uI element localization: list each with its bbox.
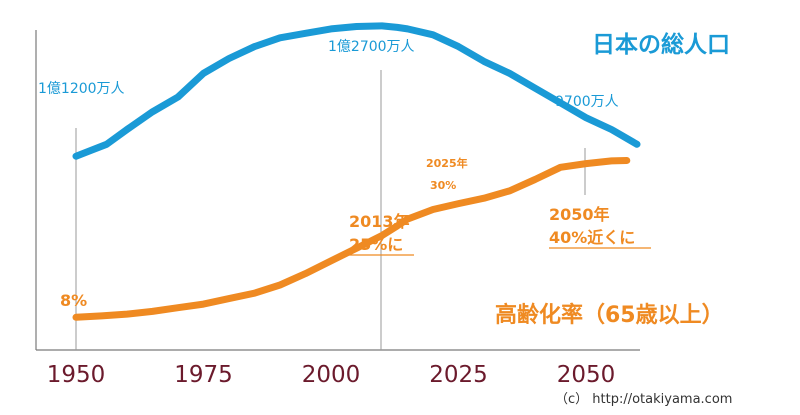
x-tick-label-1975: 1975 bbox=[174, 362, 233, 388]
age-label-2025-value: 30% bbox=[430, 179, 456, 192]
aging-rate-title: 高齢化率（65歳以上） bbox=[495, 302, 724, 328]
pop-label-1950: 1億1200万人 bbox=[38, 81, 125, 97]
age-label-2050-year: 2050年 bbox=[549, 205, 610, 224]
credit-text: （c） http://otakiyama.com bbox=[555, 392, 732, 407]
age-label-2050-value: 40%近くに bbox=[549, 228, 635, 247]
age-label-1950: 8% bbox=[60, 291, 87, 310]
population-title: 日本の総人口 bbox=[592, 31, 730, 58]
x-tick-labels: 1950 1975 2000 2025 2050 bbox=[47, 362, 616, 388]
x-tick-label-1950: 1950 bbox=[47, 362, 106, 388]
age-label-2025-year: 2025年 bbox=[426, 156, 468, 170]
series-line-population bbox=[72, 22, 641, 160]
age-label-2013-value: 25%に bbox=[349, 235, 403, 254]
age-label-2013-year: 2013年 bbox=[349, 212, 410, 231]
x-tick-label-2050: 2050 bbox=[557, 362, 616, 388]
series-line-aging-rate bbox=[72, 157, 631, 321]
x-tick-label-2025: 2025 bbox=[429, 362, 488, 388]
pop-label-2050: 9700万人 bbox=[555, 94, 619, 110]
pop-label-peak: 1億2700万人 bbox=[328, 39, 415, 55]
x-tick-label-2000: 2000 bbox=[302, 362, 361, 388]
